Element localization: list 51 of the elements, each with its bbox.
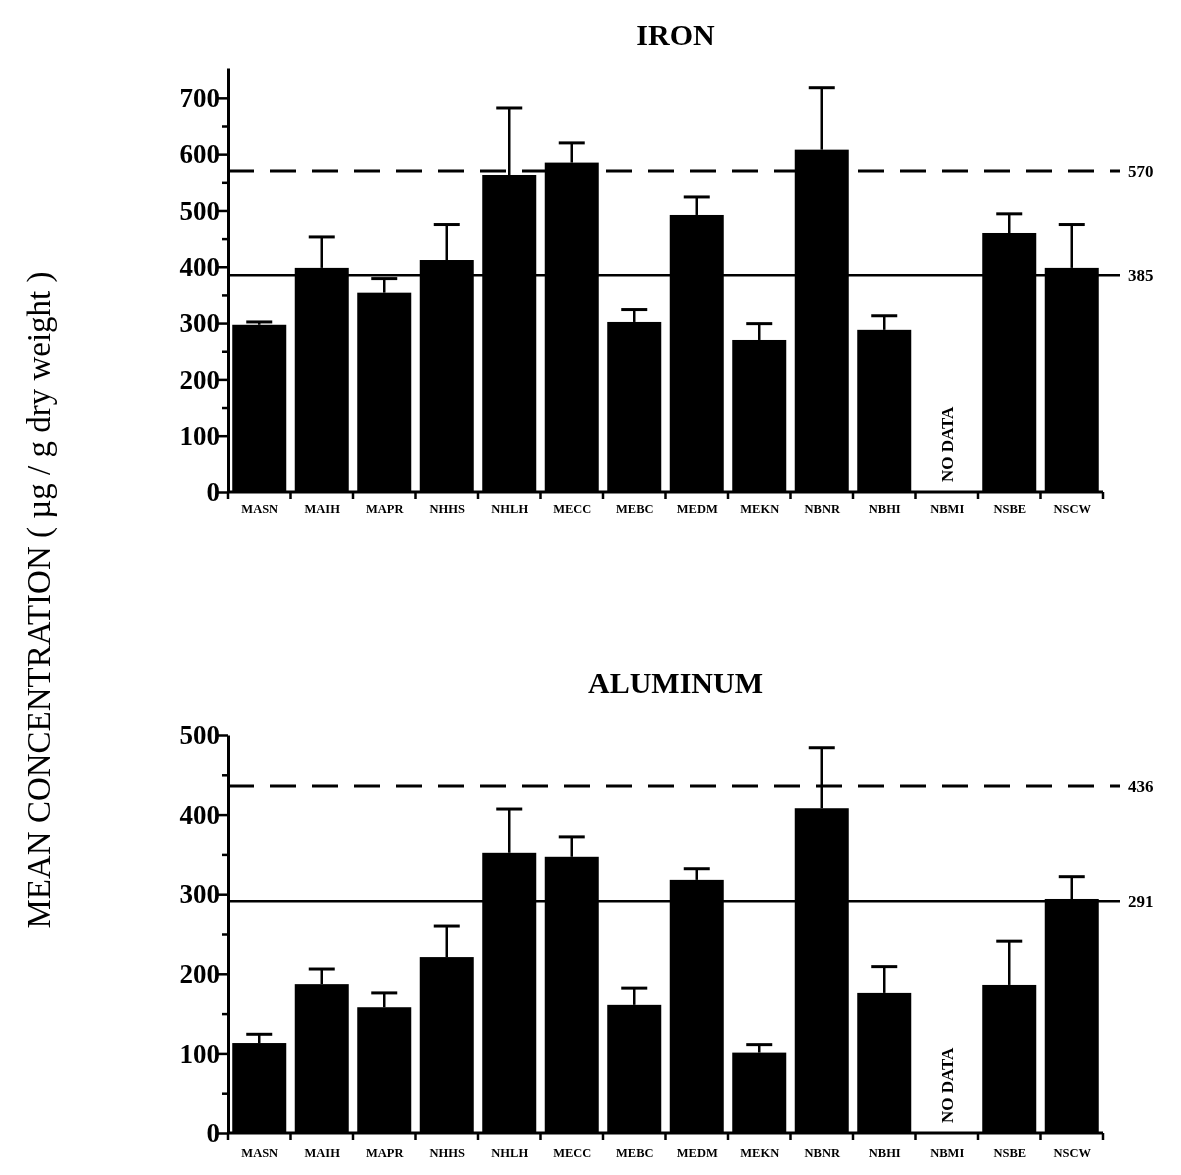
- x-tick-label: NHLH: [491, 502, 529, 516]
- x-tick-label: NBHI: [868, 502, 901, 516]
- x-tick-label: NSCW: [1053, 1146, 1092, 1160]
- x-tick-label: NSCW: [1053, 502, 1092, 516]
- y-tick-label: 100: [179, 1038, 220, 1069]
- x-tick-label: NBMI: [930, 1146, 965, 1160]
- ref-line-label: 436: [1128, 776, 1154, 796]
- x-tick-label: NBNR: [804, 1146, 841, 1160]
- y-tick-label: 300: [179, 879, 220, 910]
- y-tick-label: 0: [206, 477, 220, 508]
- x-tick-label: NSBE: [993, 1146, 1027, 1160]
- x-tick-label: MEKN: [740, 502, 780, 516]
- chart-title: IRON: [636, 18, 715, 51]
- x-tick-label: MASN: [241, 502, 279, 516]
- x-tick-label: NHHS: [429, 1146, 465, 1160]
- annotation: NO DATA: [937, 405, 957, 482]
- y-axis-title: MEAN CONCENTRATION ( µg / g dry weight ): [21, 271, 58, 929]
- x-tick-label: NHHS: [429, 502, 465, 516]
- y-tick-label: 500: [179, 720, 220, 751]
- x-tick-label: NBHI: [868, 1146, 901, 1160]
- y-tick-label: 200: [179, 958, 220, 989]
- x-tick-label: NBNR: [804, 502, 841, 516]
- ref-line-label: 570: [1128, 162, 1154, 182]
- x-tick-label: MEBC: [616, 1146, 654, 1160]
- annotation: NO DATA: [937, 1046, 957, 1123]
- x-tick-label: MECC: [553, 502, 592, 516]
- x-tick-label: MEKN: [740, 1146, 780, 1160]
- ref-line-label: 385: [1128, 266, 1154, 286]
- y-tick-label: 500: [179, 195, 220, 226]
- ref-line-label: 291: [1128, 892, 1154, 912]
- x-tick-label: MAPR: [366, 502, 405, 516]
- y-tick-label: 600: [179, 139, 220, 170]
- x-tick-label: NBMI: [930, 502, 965, 516]
- y-tick-label: 400: [179, 799, 220, 830]
- x-tick-label: MEDM: [676, 502, 718, 516]
- x-tick-label: MEBC: [616, 502, 654, 516]
- y-tick-label: 400: [179, 251, 220, 282]
- x-tick-label: MASN: [241, 1146, 279, 1160]
- y-tick-label: 100: [179, 420, 220, 451]
- x-tick-label: NSBE: [993, 502, 1027, 516]
- y-tick-label: 700: [179, 82, 220, 113]
- y-tick-label: 200: [179, 364, 220, 395]
- x-tick-label: MAPR: [366, 1146, 405, 1160]
- x-tick-label: MEDM: [676, 1146, 718, 1160]
- chart-title: ALUMINUM: [588, 666, 763, 699]
- x-tick-label: MAIH: [304, 502, 341, 516]
- y-tick-label: 0: [206, 1118, 220, 1149]
- x-tick-label: MECC: [553, 1146, 592, 1160]
- y-tick-label: 300: [179, 308, 220, 339]
- x-tick-label: NHLH: [491, 1146, 529, 1160]
- x-tick-label: MAIH: [304, 1146, 341, 1160]
